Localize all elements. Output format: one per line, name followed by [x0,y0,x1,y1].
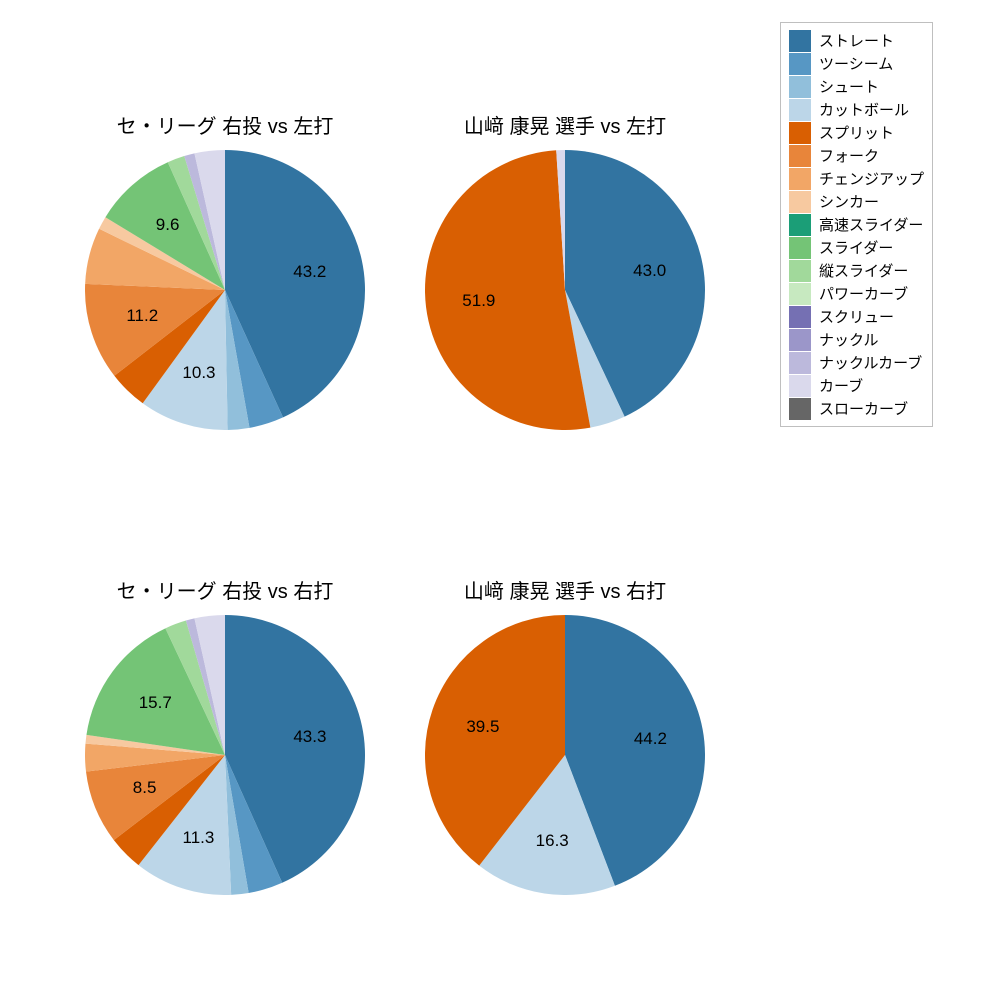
pie-chart [85,150,365,430]
slice-value-label: 39.5 [466,717,499,737]
legend-item: スクリュー [789,305,924,328]
legend-swatch [789,76,811,98]
legend-label: ナックルカーブ [819,352,922,373]
legend-swatch [789,237,811,259]
legend-label: 縦スライダー [819,260,908,281]
legend-label: スプリット [819,122,894,143]
legend-item: チェンジアップ [789,167,924,190]
slice-value-label: 44.2 [634,729,667,749]
legend-item: ストレート [789,29,924,52]
legend-swatch [789,99,811,121]
legend-label: スローカーブ [819,398,908,419]
legend-item: シンカー [789,190,924,213]
legend-item: ツーシーム [789,52,924,75]
legend-item: スローカーブ [789,397,924,420]
legend-label: チェンジアップ [819,168,924,189]
legend-label: フォーク [819,145,879,166]
legend-swatch [789,168,811,190]
legend-label: ナックル [819,329,879,350]
slice-value-label: 51.9 [462,291,495,311]
legend-swatch [789,122,811,144]
slice-value-label: 15.7 [139,693,172,713]
legend-item: ナックルカーブ [789,351,924,374]
legend-label: シュート [819,76,879,97]
legend-swatch [789,329,811,351]
legend-item: カーブ [789,374,924,397]
slice-value-label: 16.3 [536,831,569,851]
chart-title: セ・リーグ 右投 vs 右打 [117,575,334,604]
legend-label: カットボール [819,99,909,120]
legend-item: スライダー [789,236,924,259]
legend-label: 高速スライダー [819,214,923,235]
slice-value-label: 11.3 [183,828,215,848]
legend-swatch [789,260,811,282]
legend-label: ツーシーム [819,53,893,74]
legend-item: フォーク [789,144,924,167]
legend: ストレートツーシームシュートカットボールスプリットフォークチェンジアップシンカー… [780,22,933,427]
chart-title: セ・リーグ 右投 vs 左打 [117,110,334,139]
legend-swatch [789,53,811,75]
legend-item: スプリット [789,121,924,144]
legend-item: ナックル [789,328,924,351]
legend-swatch [789,30,811,52]
legend-swatch [789,398,811,420]
slice-value-label: 43.3 [293,727,326,747]
legend-swatch [789,191,811,213]
slice-value-label: 9.6 [156,215,180,235]
legend-swatch [789,375,811,397]
legend-item: 縦スライダー [789,259,924,282]
legend-swatch [789,283,811,305]
pie-chart [425,615,705,895]
legend-label: スクリュー [819,306,894,327]
legend-label: スライダー [819,237,893,258]
legend-swatch [789,145,811,167]
chart-title: 山﨑 康晃 選手 vs 左打 [464,110,666,139]
legend-swatch [789,306,811,328]
chart-stage: セ・リーグ 右投 vs 左打 43.2 10.3 11.2 9.6 山﨑 康晃 選手 vs… [0,0,1000,1000]
legend-label: シンカー [819,191,879,212]
legend-swatch [789,214,811,236]
legend-item: パワーカーブ [789,282,924,305]
legend-label: パワーカーブ [819,283,908,304]
legend-label: カーブ [819,375,863,396]
pie-chart [85,615,365,895]
chart-title: 山﨑 康晃 選手 vs 右打 [464,575,666,604]
legend-item: カットボール [789,98,924,121]
slice-value-label: 11.2 [126,306,158,326]
slice-value-label: 43.2 [293,262,326,282]
legend-label: ストレート [819,30,894,51]
legend-item: シュート [789,75,924,98]
slice-value-label: 10.3 [182,363,215,383]
legend-swatch [789,352,811,374]
slice-value-label: 43.0 [633,261,666,281]
legend-item: 高速スライダー [789,213,924,236]
slice-value-label: 8.5 [133,778,157,798]
